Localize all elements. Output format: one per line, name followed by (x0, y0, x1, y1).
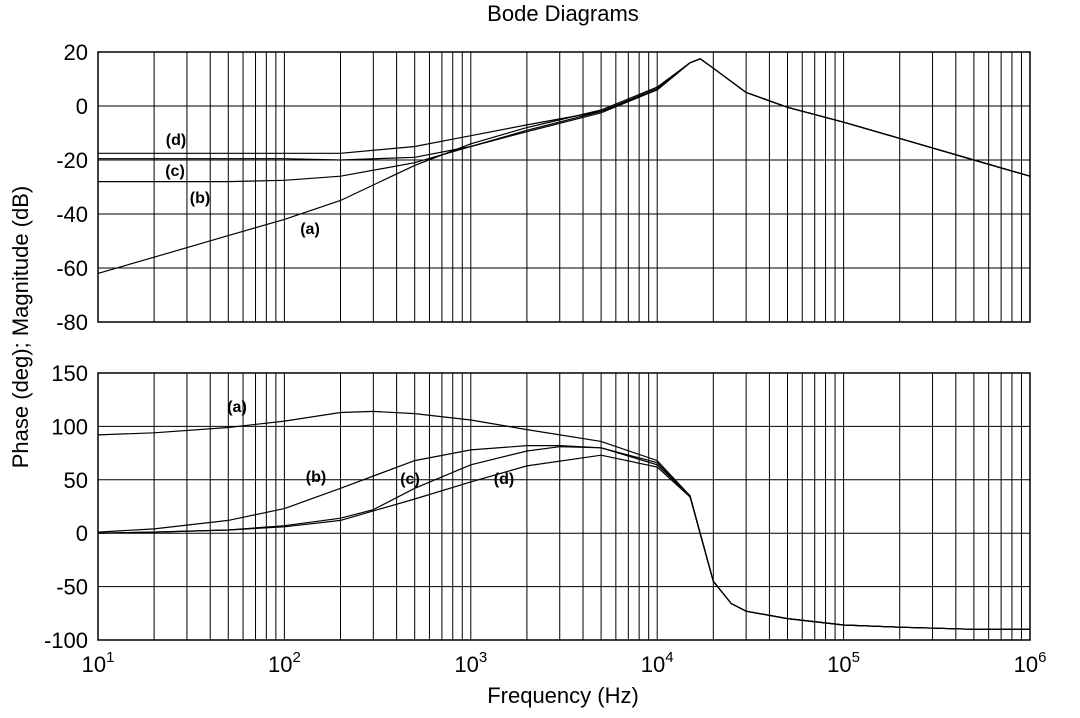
x-tick-label: 105 (827, 649, 860, 677)
phase-label-b: (b) (306, 469, 326, 486)
magnitude-y-tick-label: -40 (56, 202, 88, 227)
magnitude-y-tick-label: -60 (56, 256, 88, 281)
magnitude-label-b: (b) (190, 190, 210, 207)
x-tick-label: 106 (1014, 649, 1047, 677)
phase-label-d: (d) (494, 471, 514, 488)
magnitude-y-tick-label: -20 (56, 148, 88, 173)
phase-label-a: (a) (227, 399, 247, 416)
magnitude-series-b (98, 58, 1031, 183)
x-tick-label: 102 (268, 649, 301, 677)
magnitude-y-tick-label: 20 (64, 40, 88, 65)
magnitude-label-a: (a) (300, 221, 320, 238)
magnitude-panel: 20 0 -20 -40 -60 -80 (56, 40, 1031, 335)
magnitude-series-a (97, 58, 1031, 274)
y-axis-label: Phase (deg); Magnitude (dB) (8, 186, 33, 469)
magnitude-y-tick-label: 0 (76, 94, 88, 119)
x-axis-label: Frequency (Hz) (487, 683, 639, 708)
phase-series-a (97, 410, 1030, 630)
x-tick-label: 101 (82, 649, 115, 677)
x-tick-label: 103 (454, 649, 487, 677)
phase-series-b (97, 445, 1030, 630)
x-tick-label: 104 (641, 649, 674, 677)
phase-series-c (97, 446, 1030, 630)
magnitude-y-tick-label: -80 (56, 310, 88, 335)
magnitude-label-c: (c) (165, 163, 185, 180)
magnitude-series-c (98, 58, 1031, 177)
phase-y-tick-label: -100 (44, 628, 88, 653)
phase-y-tick-label: 100 (51, 414, 88, 439)
phase-y-tick-label: 0 (76, 521, 88, 546)
phase-y-tick-label: 150 (51, 361, 88, 386)
phase-panel: 150 100 50 0 -50 -100 (44, 361, 1031, 653)
curve-labels: (a) (b) (c) (d) (a) (b) (c) (d) (165, 132, 514, 488)
magnitude-series-d (98, 58, 1031, 177)
magnitude-frame (97, 51, 1031, 323)
phase-frame (97, 372, 1031, 641)
magnitude-label-d: (d) (166, 132, 186, 149)
phase-label-c: (c) (400, 471, 420, 488)
x-axis-ticks: 101 102 103 104 105 106 (82, 649, 1047, 677)
chart-title: Bode Diagrams (487, 1, 639, 26)
phase-y-tick-label: 50 (64, 468, 88, 493)
phase-y-tick-label: -50 (56, 575, 88, 600)
phase-series-d (97, 454, 1030, 630)
